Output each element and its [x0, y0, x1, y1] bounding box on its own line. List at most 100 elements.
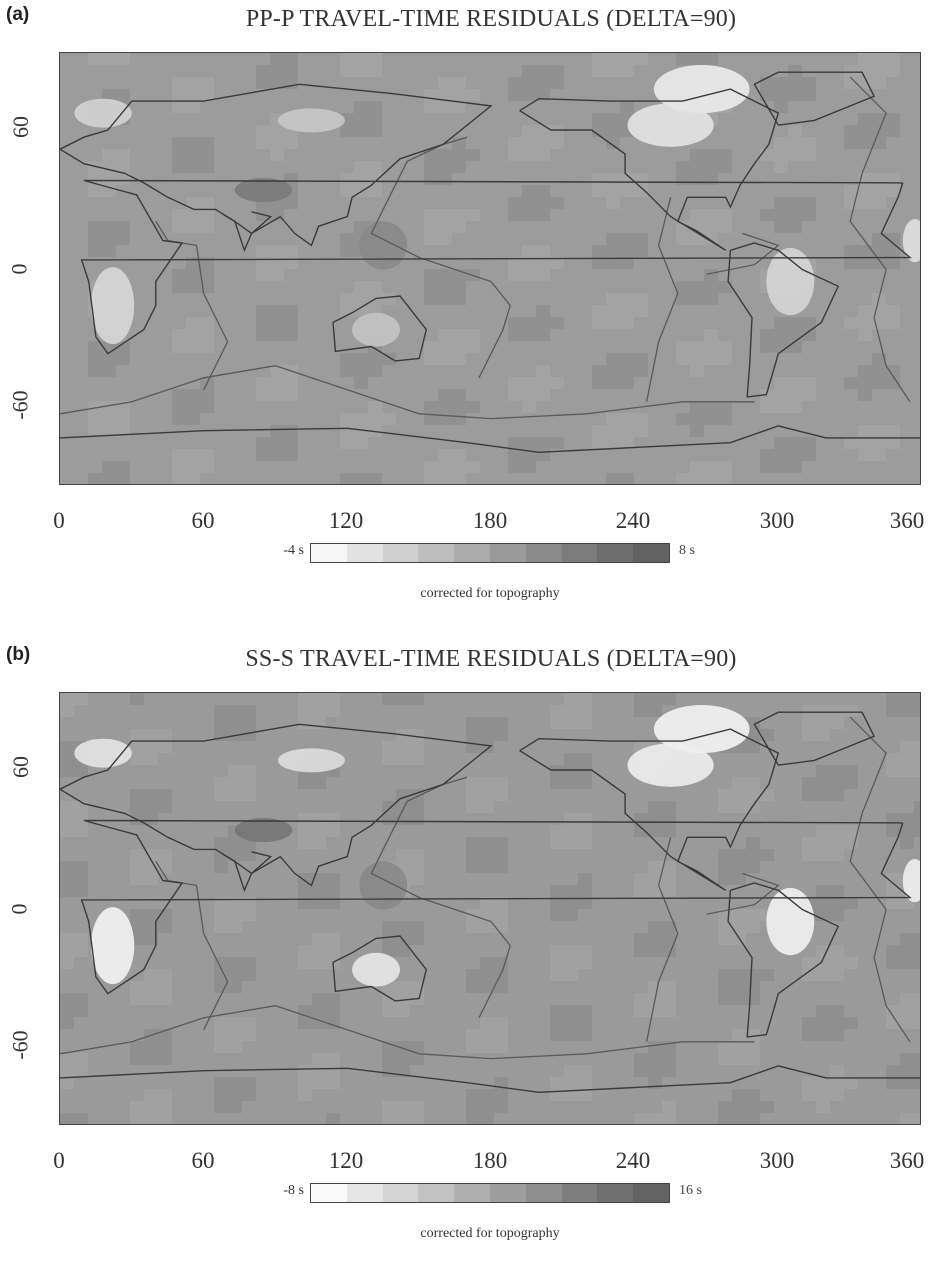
texture-cell: [872, 173, 886, 185]
texture-cell: [200, 149, 214, 161]
texture-cell: [102, 245, 116, 257]
texture-cell: [536, 389, 550, 401]
texture-cell: [550, 957, 564, 969]
texture-cell: [88, 233, 102, 245]
texture-cell: [270, 317, 284, 329]
texture-cell: [592, 113, 606, 125]
texture-cell: [732, 861, 746, 873]
texture-cell: [102, 353, 116, 365]
texture-cell: [648, 861, 662, 873]
texture-cell: [536, 377, 550, 389]
x-tick-label: 0: [53, 1148, 65, 1173]
texture-cell: [284, 173, 298, 185]
texture-cell: [522, 149, 536, 161]
texture-cell: [312, 1053, 326, 1065]
texture-cell: [830, 705, 844, 717]
texture-cell: [354, 473, 368, 484]
texture-cell: [592, 173, 606, 185]
texture-cell: [452, 341, 466, 353]
texture-cell: [606, 317, 620, 329]
texture-cell: [536, 137, 550, 149]
texture-cell: [550, 705, 564, 717]
texture-cell: [578, 897, 592, 909]
texture-cell: [410, 741, 424, 753]
texture-cell: [620, 425, 634, 437]
texture-cell: [144, 1113, 158, 1124]
texture-cell: [88, 221, 102, 233]
texture-cell: [74, 933, 88, 945]
texture-cell: [396, 1101, 410, 1113]
texture-cell: [410, 693, 424, 705]
texture-cell: [452, 77, 466, 89]
texture-cell: [886, 1077, 900, 1089]
texture-cell: [578, 1065, 592, 1077]
texture-cell: [452, 461, 466, 473]
texture-cell: [522, 245, 536, 257]
texture-cell: [816, 1077, 830, 1089]
colorbar-segment: [346, 1184, 383, 1202]
texture-cell: [662, 693, 676, 705]
texture-cell: [536, 125, 550, 137]
texture-cell: [844, 317, 858, 329]
texture-cell: [158, 921, 172, 933]
texture-cell: [284, 53, 298, 65]
texture-cell: [844, 437, 858, 449]
texture-cell: [410, 873, 424, 885]
texture-cell: [466, 461, 480, 473]
texture-cell: [816, 825, 830, 837]
texture-cell: [396, 789, 410, 801]
texture-cell: [830, 945, 844, 957]
texture-cell: [774, 89, 788, 101]
anomaly-region: [74, 98, 132, 128]
texture-cell: [214, 921, 228, 933]
texture-cell: [550, 125, 564, 137]
texture-cell: [284, 329, 298, 341]
texture-cell: [732, 993, 746, 1005]
texture-cell: [452, 329, 466, 341]
texture-cell: [424, 473, 438, 484]
texture-cell: [298, 717, 312, 729]
texture-cell: [298, 945, 312, 957]
texture-cell: [186, 149, 200, 161]
texture-cell: [900, 1053, 914, 1065]
texture-cell: [634, 425, 648, 437]
texture-cell: [802, 1017, 816, 1029]
texture-cell: [844, 137, 858, 149]
texture-cell: [354, 173, 368, 185]
texture-cell: [200, 89, 214, 101]
texture-cell: [704, 149, 718, 161]
texture-cell: [326, 933, 340, 945]
texture-cell: [60, 705, 74, 717]
texture-cell: [886, 1005, 900, 1017]
texture-cell: [592, 365, 606, 377]
texture-cell: [774, 161, 788, 173]
texture-cell: [550, 197, 564, 209]
texture-cell: [550, 1029, 564, 1041]
texture-cell: [144, 969, 158, 981]
texture-cell: [662, 825, 676, 837]
texture-cell: [788, 437, 802, 449]
texture-cell: [578, 813, 592, 825]
texture-cell: [494, 1041, 508, 1053]
texture-cell: [620, 185, 634, 197]
texture-cell: [452, 401, 466, 413]
texture-cell: [116, 413, 130, 425]
texture-cell: [60, 765, 74, 777]
texture-cell: [172, 137, 186, 149]
texture-cell: [900, 1065, 914, 1077]
texture-cell: [914, 765, 920, 777]
texture-cell: [564, 813, 578, 825]
plate-boundary: [849, 76, 911, 403]
texture-cell: [732, 789, 746, 801]
texture-cell: [802, 1029, 816, 1041]
texture-cell: [494, 897, 508, 909]
texture-cell: [186, 137, 200, 149]
texture-cell: [368, 53, 382, 65]
texture-cell: [74, 1053, 88, 1065]
colorbar-segment: [311, 544, 347, 562]
texture-cell: [130, 1053, 144, 1065]
texture-cell: [802, 209, 816, 221]
caption: corrected for topography: [420, 1226, 560, 1241]
texture-cell: [858, 317, 872, 329]
texture-cell: [886, 897, 900, 909]
